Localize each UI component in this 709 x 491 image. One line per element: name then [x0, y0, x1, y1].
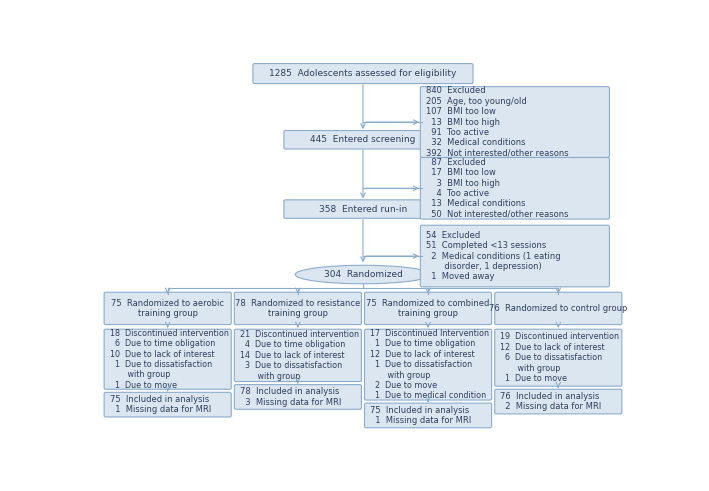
- Text: 1285  Adolescents assessed for eligibility: 1285 Adolescents assessed for eligibilit…: [269, 69, 457, 78]
- Text: 18  Discontinued intervention
  6  Due to time obligation
10  Due to lack of int: 18 Discontinued intervention 6 Due to ti…: [110, 328, 228, 390]
- Text: 840  Excluded
205  Age, too young/old
107  BMI too low
  13  BMI too high
  91  : 840 Excluded 205 Age, too young/old 107 …: [425, 86, 569, 158]
- Text: 75  Randomized to combined
training group: 75 Randomized to combined training group: [367, 299, 490, 318]
- Text: 76  Included in analysis
  2  Missing data for MRI: 76 Included in analysis 2 Missing data f…: [500, 392, 601, 411]
- FancyBboxPatch shape: [235, 329, 362, 382]
- Text: 445  Entered screening: 445 Entered screening: [311, 135, 415, 144]
- Text: 78  Included in analysis
  3  Missing data for MRI: 78 Included in analysis 3 Missing data f…: [240, 387, 341, 407]
- Text: 54  Excluded
51  Completed <13 sessions
  2  Medical conditions (1 eating
      : 54 Excluded 51 Completed <13 sessions 2 …: [425, 231, 560, 281]
- FancyBboxPatch shape: [420, 225, 610, 287]
- Text: 87  Excluded
  17  BMI too low
    3  BMI too high
    4  Too active
  13  Medic: 87 Excluded 17 BMI too low 3 BMI too hig…: [425, 158, 568, 219]
- FancyBboxPatch shape: [495, 329, 622, 386]
- Ellipse shape: [295, 265, 431, 284]
- FancyBboxPatch shape: [420, 158, 610, 219]
- Text: 78  Randomized to resistance
training group: 78 Randomized to resistance training gro…: [235, 299, 360, 318]
- FancyBboxPatch shape: [104, 292, 231, 325]
- FancyBboxPatch shape: [364, 403, 491, 428]
- Text: 75  Included in analysis
  1  Missing data for MRI: 75 Included in analysis 1 Missing data f…: [370, 406, 471, 425]
- Text: 358  Entered run-in: 358 Entered run-in: [319, 205, 407, 214]
- Text: 17  Discontinued Intervention
  1  Due to time obligation
12  Due to lack of int: 17 Discontinued Intervention 1 Due to ti…: [370, 329, 489, 400]
- FancyBboxPatch shape: [495, 389, 622, 414]
- FancyBboxPatch shape: [495, 292, 622, 325]
- Text: 76  Randomized to control group: 76 Randomized to control group: [489, 304, 627, 313]
- FancyBboxPatch shape: [104, 392, 231, 417]
- FancyBboxPatch shape: [284, 131, 442, 149]
- Text: 304  Randomized: 304 Randomized: [323, 270, 403, 279]
- Text: 75  Included in analysis
  1  Missing data for MRI: 75 Included in analysis 1 Missing data f…: [110, 395, 211, 414]
- FancyBboxPatch shape: [253, 63, 473, 83]
- FancyBboxPatch shape: [104, 329, 231, 389]
- FancyBboxPatch shape: [364, 292, 491, 325]
- Text: 75  Randomized to aerobic
training group: 75 Randomized to aerobic training group: [111, 299, 224, 318]
- FancyBboxPatch shape: [420, 86, 610, 158]
- FancyBboxPatch shape: [235, 384, 362, 409]
- Text: 19  Discontinued intervention
12  Due to lack of interest
  6  Due to dissatisfa: 19 Discontinued intervention 12 Due to l…: [500, 332, 619, 383]
- FancyBboxPatch shape: [235, 292, 362, 325]
- Text: 21  Discontinued intervention
  4  Due to time obligation
14  Due to lack of int: 21 Discontinued intervention 4 Due to ti…: [240, 330, 359, 381]
- FancyBboxPatch shape: [364, 329, 491, 400]
- FancyBboxPatch shape: [284, 200, 442, 218]
